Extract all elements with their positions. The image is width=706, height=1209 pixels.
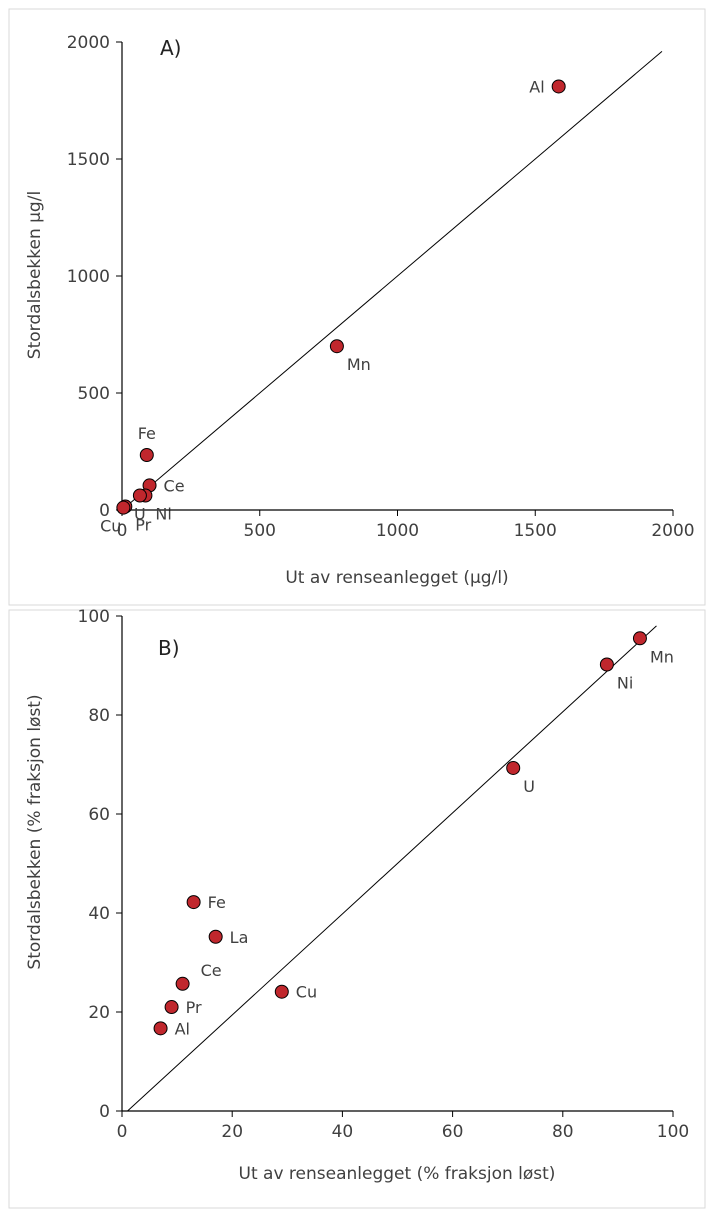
panel-b-point-pr (164, 1000, 179, 1015)
panel-b-y-tick-label: 80 (88, 706, 110, 726)
panel-a-point-fe (139, 448, 154, 463)
panel-b-point-label-ce: Ce (201, 961, 222, 980)
panel-b-point-label-u: U (523, 777, 535, 796)
panel-a-point-label-ni: Ni (155, 504, 171, 523)
panel-b-x-tick-label: 60 (442, 1122, 464, 1142)
panel-b-point-ni (599, 657, 614, 672)
panel-b-point-label-la: La (230, 928, 249, 947)
panel-a-x-tick-label: 0 (117, 521, 128, 541)
panel-b-point-la (208, 929, 223, 944)
panel-a-point-label-u: U (134, 504, 146, 523)
panel-b-point-mn (632, 631, 647, 646)
panel-b-point-label-pr: Pr (186, 998, 202, 1017)
panel-b-y-tick-label: 40 (88, 904, 110, 924)
panel-a-point-u (132, 488, 147, 503)
panel-a-y-tick-label: 2000 (67, 33, 110, 53)
panel-b-point-label-fe: Fe (208, 893, 226, 912)
panel-a-point-al (551, 79, 566, 94)
panel-a-point-label-al: Al (529, 77, 544, 96)
panel-a-label: A) (160, 36, 181, 60)
panel-b-y-tick-label: 60 (88, 805, 110, 825)
panel-a-y-tick-label: 500 (78, 384, 110, 404)
panel-a-point-label-fe: Fe (138, 424, 156, 443)
panel-b-x-tick-label: 80 (552, 1122, 574, 1142)
panel-b-point-ce (175, 976, 190, 991)
panel-a-chart: 0 500 1000 1500 2000 0 500 1000 1500 2000 Al Mn Fe… (25, 33, 695, 588)
panel-b-y-axis-title: Stordalsbekken (% fraksjon løst) (25, 694, 45, 969)
panel-b-y-tick-label: 100 (78, 607, 110, 627)
panel-b-x-ticks: 0 20 40 60 80 100 (117, 1111, 689, 1142)
panel-a-point-label-mn: Mn (347, 355, 371, 374)
panel-b-point-label-mn: Mn (650, 647, 674, 666)
panel-b-point-u (506, 760, 521, 775)
panel-b-point-cu (274, 984, 289, 999)
panel-b-y-tick-label: 0 (99, 1102, 110, 1122)
panel-a-y-tick-label: 1000 (67, 267, 110, 287)
panel-a-y-axis-title: Stordalsbekken µg/l (25, 191, 45, 359)
panel-a-y-tick-label: 0 (99, 501, 110, 521)
panel-a-x-ticks: 0 500 1000 1500 2000 (117, 510, 695, 541)
panel-b-point-label-al: Al (175, 1019, 190, 1038)
panel-b-frame (8, 609, 706, 1209)
panel-b-y-ticks: 0 20 40 60 80 100 (78, 607, 122, 1122)
panel-b-x-axis-title: Ut av renseanlegget (% fraksjon løst) (239, 1164, 556, 1184)
panel-b-point-label-ni: Ni (617, 674, 633, 693)
panel-b-reference-line (127, 625, 657, 1112)
panel-a-reference-line (121, 50, 663, 511)
panel-b-x-tick-label: 100 (657, 1122, 689, 1142)
panel-a-x-tick-label: 1500 (514, 521, 557, 541)
panel-b-x-tick-label: 20 (221, 1122, 243, 1142)
panel-b-x-tick-label: 40 (332, 1122, 354, 1142)
panel-a-point-label-cu: Cu (100, 517, 121, 536)
panel-a-points: Al Mn Fe Ce Ni UPr Cu (100, 77, 566, 536)
panel-a-x-axis-title: Ut av renseanlegget (µg/l) (285, 568, 508, 588)
panel-a-point-label-ce: Ce (164, 476, 185, 495)
panel-b-point-label-cu: Cu (296, 983, 317, 1002)
panel-a-x-tick-label: 2000 (651, 521, 694, 541)
panel-a-point-mn (329, 339, 344, 354)
panel-a-x-tick-label: 1000 (376, 521, 419, 541)
panel-a-y-ticks: 0 500 1000 1500 2000 (67, 33, 122, 521)
panel-b-y-tick-label: 20 (88, 1003, 110, 1023)
panel-a-x-tick-label: 500 (244, 521, 276, 541)
panel-b-label: B) (158, 636, 180, 660)
panel-b-point-al (153, 1021, 168, 1036)
panel-b-point-fe (186, 895, 201, 910)
panel-b-x-tick-label: 0 (117, 1122, 128, 1142)
panel-a-frame (8, 8, 706, 606)
panel-a-point-label-pr: Pr (135, 515, 151, 534)
panel-a-y-tick-label: 1500 (67, 150, 110, 170)
panel-a-point-cu (116, 500, 131, 515)
